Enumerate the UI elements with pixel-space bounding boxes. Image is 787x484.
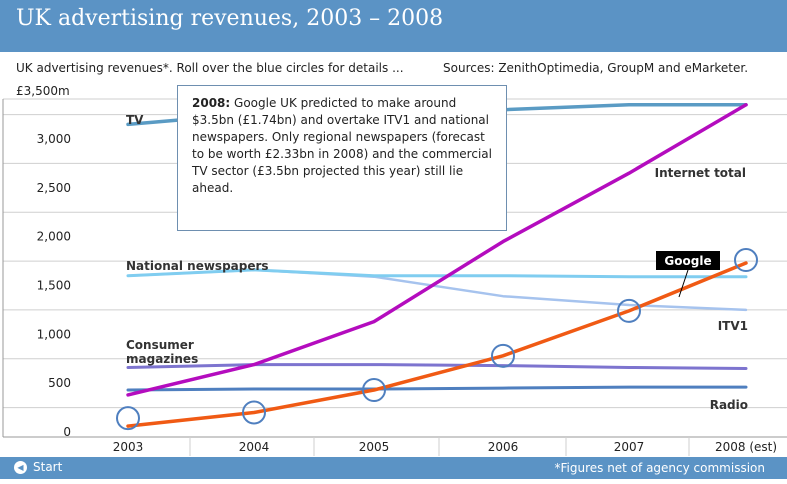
details-circle[interactable] xyxy=(617,298,641,323)
start-label: Start xyxy=(33,460,63,474)
y-tick-label: 1,000 xyxy=(37,327,71,341)
details-circle[interactable] xyxy=(491,343,515,368)
details-circle[interactable] xyxy=(242,400,266,425)
y-tick-label: 500 xyxy=(48,376,71,390)
x-tick-label: 2005 xyxy=(359,440,390,454)
series-label-internet: Internet total xyxy=(655,166,746,180)
tooltip-text: Google UK predicted to make around $3.5b… xyxy=(192,96,492,195)
details-circle[interactable] xyxy=(116,406,140,431)
series-label-tv: TV xyxy=(126,113,144,127)
series-line-internet xyxy=(126,103,748,397)
y-tick-label: 1,500 xyxy=(37,279,71,293)
y-tick-label: 2,000 xyxy=(37,230,71,244)
footnote: *Figures net of agency commission xyxy=(554,461,765,475)
series-line-national_newspapers xyxy=(126,268,748,279)
x-tick-label: 2006 xyxy=(488,440,519,454)
y-tick-label: £3,500m xyxy=(16,84,70,98)
series-line-consumer_magazines xyxy=(126,363,748,370)
series-label-radio: Radio xyxy=(710,398,748,412)
google-tag-pointer xyxy=(678,269,689,298)
google-tag-box xyxy=(656,251,720,270)
series-label-national_newspapers: National newspapers xyxy=(126,259,269,273)
chart-subtitle: UK advertising revenues*. Roll over the … xyxy=(16,61,404,75)
x-tick-label: 2008 (est) xyxy=(715,440,777,454)
x-tick-label: 2004 xyxy=(239,440,270,454)
sources-note: Sources: ZenithOptimedia, GroupM and eMa… xyxy=(443,61,749,75)
page-title: UK advertising revenues, 2003 – 2008 xyxy=(16,6,444,31)
details-circle[interactable] xyxy=(734,248,758,273)
footer-bar: ◀ Start *Figures net of agency commission xyxy=(0,457,787,479)
x-tick-label: 2003 xyxy=(113,440,144,454)
series-label-consumer_magazines: Consumer magazines xyxy=(126,338,198,366)
details-circle[interactable] xyxy=(362,378,386,403)
google-tag-label: Google xyxy=(664,254,711,268)
y-tick-label: 3,000 xyxy=(37,132,71,146)
series-label-itv1: ITV1 xyxy=(718,319,748,333)
y-tick-label: 2,500 xyxy=(37,181,71,195)
series-line-radio xyxy=(126,385,748,392)
start-button[interactable]: ◀ Start xyxy=(14,460,62,474)
x-tick-label: 2007 xyxy=(614,440,645,454)
y-tick-label: 0 xyxy=(63,425,71,439)
tooltip-year: 2008: xyxy=(192,96,231,110)
details-tooltip: 2008: Google UK predicted to make around… xyxy=(177,85,507,231)
header-bar: UK advertising revenues, 2003 – 2008 xyxy=(0,0,787,52)
series-line-google xyxy=(126,261,748,428)
play-back-icon: ◀ xyxy=(14,461,27,474)
